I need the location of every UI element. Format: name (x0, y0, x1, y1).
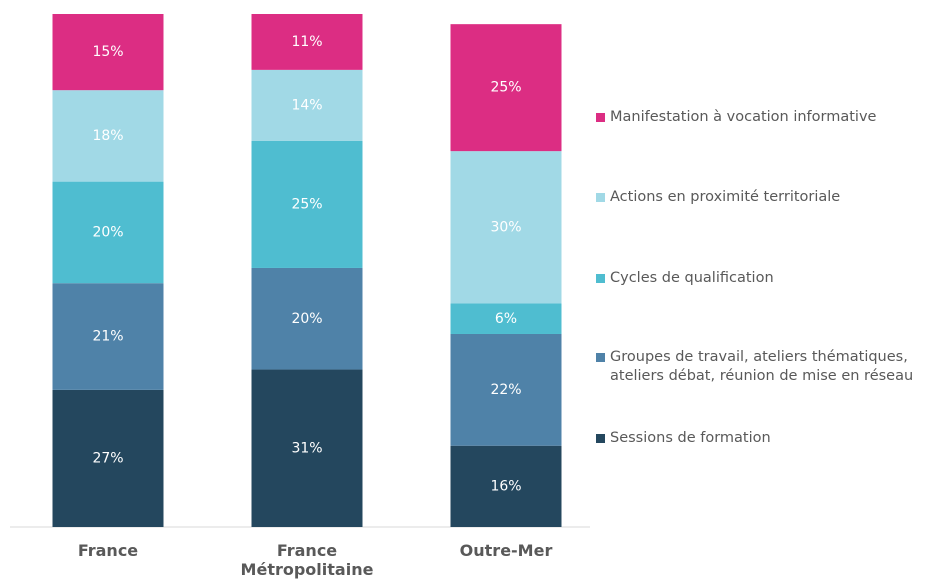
legend-swatch (596, 193, 605, 202)
legend-entry: Groupes de travail, ateliers thématiques… (596, 348, 933, 386)
bar-segment (52, 90, 164, 182)
data-label: 30% (490, 219, 521, 235)
bar-segment (251, 14, 363, 70)
bar-segment (450, 24, 562, 152)
legend-label: Groupes de travail, ateliers thématiques… (610, 349, 914, 384)
data-label: 27% (92, 450, 123, 466)
legend-label: Actions en proximité territoriale (610, 189, 841, 205)
data-label: 31% (291, 440, 322, 456)
legend-entry: Sessions de formation (596, 429, 933, 448)
data-label: 6% (495, 311, 517, 327)
legend-label: Sessions de formation (610, 430, 771, 446)
bar-segment (251, 69, 363, 141)
data-label: 18% (92, 128, 123, 144)
legend-label: Cycles de qualification (610, 270, 774, 286)
bar-segment (450, 445, 562, 527)
legend-swatch (596, 353, 605, 362)
data-label: 15% (92, 44, 123, 60)
data-label: 21% (92, 329, 123, 345)
data-label: 25% (291, 196, 322, 212)
legend-swatch (596, 274, 605, 283)
bar-segment (450, 333, 562, 446)
data-label: 16% (490, 478, 521, 494)
legend-entry: Manifestation à vocation informative (596, 108, 933, 127)
x-tick-label: France (77, 541, 139, 560)
bar-segment (52, 389, 164, 527)
bar-segment (52, 14, 164, 91)
bar-segment (251, 140, 363, 268)
x-tick-label: Outre-Mer (459, 541, 553, 560)
data-label: 25% (490, 80, 521, 96)
bar-segment (52, 181, 164, 284)
bar-segment (52, 283, 164, 390)
x-tick-label: France Métropolitaine (240, 541, 374, 579)
bar-segment (251, 369, 363, 527)
data-label: 20% (291, 311, 322, 327)
data-label: 14% (291, 97, 322, 113)
bar-segment (450, 151, 562, 304)
data-label: 20% (92, 224, 123, 240)
bar-segment (450, 303, 562, 334)
data-label: 22% (490, 382, 521, 398)
legend-swatch (596, 434, 605, 443)
legend-swatch (596, 113, 605, 122)
data-label: 11% (291, 34, 322, 50)
legend-label: Manifestation à vocation informative (610, 109, 877, 125)
bar-segment (251, 267, 363, 370)
legend-entry: Cycles de qualification (596, 269, 933, 288)
legend-entry: Actions en proximité territoriale (596, 188, 933, 207)
